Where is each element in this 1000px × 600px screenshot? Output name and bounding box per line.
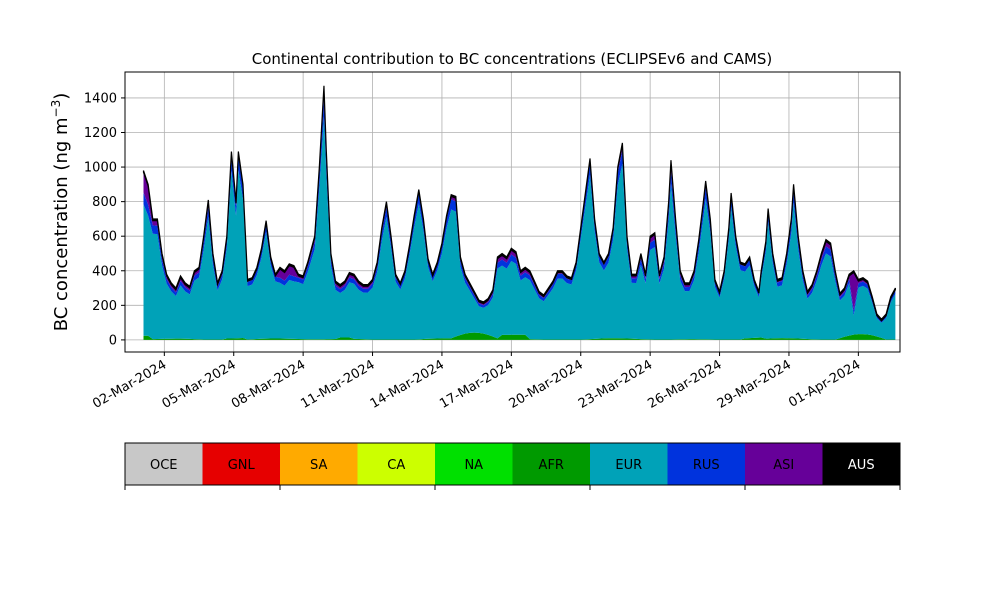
x-tick-label: 08-Mar-2024 xyxy=(229,357,308,411)
legend-frame xyxy=(124,442,901,486)
y-axis-label: BC concentration (ng m−3) xyxy=(49,93,72,332)
area-series-aus xyxy=(142,85,896,322)
legend-label: RUS xyxy=(693,458,720,473)
y-tick-label: 800 xyxy=(92,195,117,210)
legend-swatch-ca xyxy=(357,443,435,485)
legend-label: ASI xyxy=(773,458,794,473)
y-tick-label: 600 xyxy=(92,230,117,245)
area-series-rus xyxy=(143,98,896,323)
plot-frame xyxy=(124,71,901,353)
y-tick-label: 200 xyxy=(92,299,117,314)
y-axis: 0 200 400 600 800 1000 1200 1400 xyxy=(84,91,125,348)
area-series-eur xyxy=(143,116,896,340)
legend-swatch-sa xyxy=(280,443,358,485)
legend-label: CA xyxy=(387,458,405,473)
legend-swatch-afr xyxy=(512,443,590,485)
x-tick-label: 20-Mar-2024 xyxy=(507,357,586,411)
chart-areas xyxy=(142,85,896,340)
legend-label: AFR xyxy=(539,458,564,473)
legend-label: NA xyxy=(464,458,483,473)
x-tick-label: 02-Mar-2024 xyxy=(90,357,169,411)
legend-swatch-aus xyxy=(822,443,900,485)
x-tick-label: 23-Mar-2024 xyxy=(576,357,655,411)
legend-swatch-na xyxy=(435,443,513,485)
x-tick-label: 01-Apr-2024 xyxy=(786,357,863,410)
x-tick-label: 11-Mar-2024 xyxy=(298,357,377,411)
area-series-afr xyxy=(143,332,896,340)
y-tick-label: 1200 xyxy=(84,126,117,141)
legend-swatch-eur xyxy=(590,443,668,485)
legend-label: OCE xyxy=(150,458,178,473)
chart-title: Continental contribution to BC concentra… xyxy=(252,50,773,68)
x-tick-label: 17-Mar-2024 xyxy=(437,357,516,411)
y-tick-label: 0 xyxy=(109,333,117,348)
x-tick-label: 14-Mar-2024 xyxy=(368,357,447,411)
y-tick-label: 1400 xyxy=(84,91,117,106)
color-legend: OCE GNL SA CA NA AFR EUR RUS ASI AUS xyxy=(124,442,901,490)
legend-swatch-rus xyxy=(667,443,745,485)
legend-swatch-gnl xyxy=(202,443,280,485)
x-tick-label: 05-Mar-2024 xyxy=(160,357,239,411)
legend-swatch-oce xyxy=(125,443,203,485)
legend-label: EUR xyxy=(615,458,642,473)
x-tick-label: 26-Mar-2024 xyxy=(645,357,724,411)
legend-label: AUS xyxy=(848,458,875,473)
legend-swatch-asi xyxy=(745,443,823,485)
x-tick-label: 29-Mar-2024 xyxy=(715,357,794,411)
legend-label: GNL xyxy=(228,458,256,473)
legend-label: SA xyxy=(310,458,327,473)
y-tick-label: 1000 xyxy=(84,161,117,176)
y-tick-label: 400 xyxy=(92,264,117,279)
x-axis: 02-Mar-202405-Mar-202408-Mar-202411-Mar-… xyxy=(90,352,863,412)
